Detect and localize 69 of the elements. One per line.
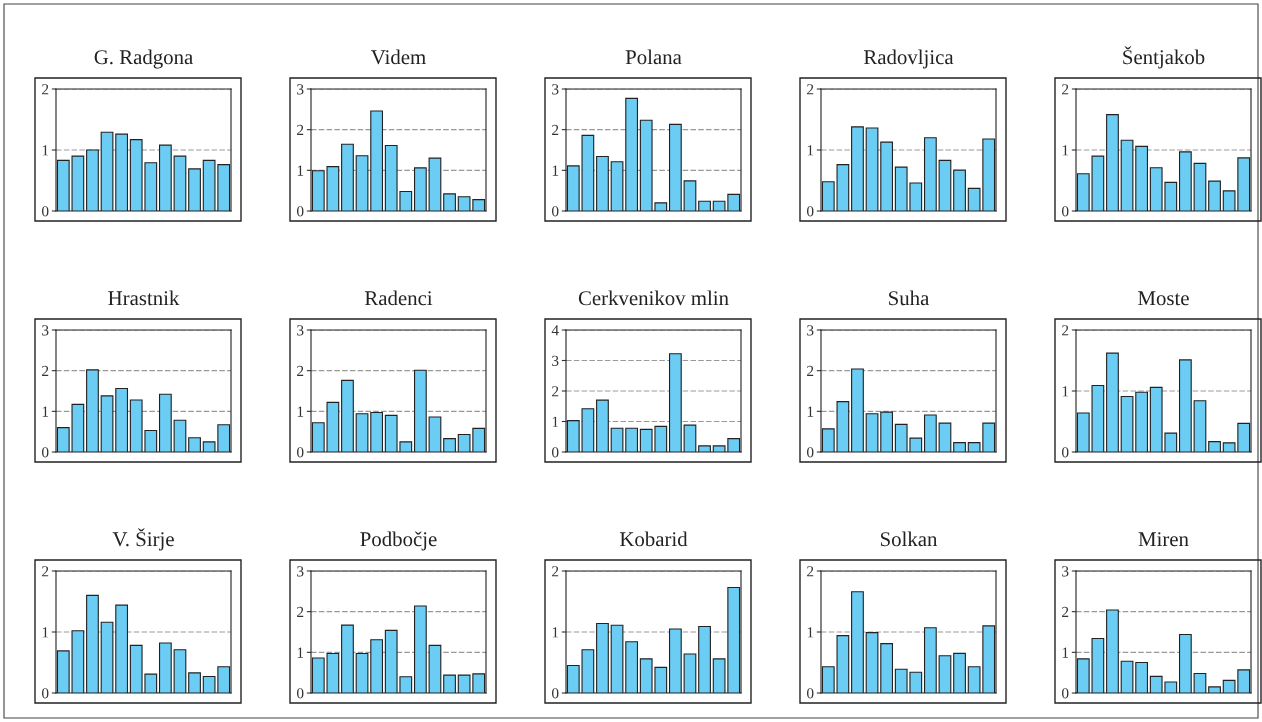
y-tick-label: 1 (552, 627, 559, 638)
y-tick-label: 2 (1062, 606, 1069, 617)
y-tick-label: 1 (1062, 145, 1069, 156)
y-tick-label: 0 (297, 206, 304, 217)
y-tick-label: 0 (552, 206, 559, 217)
chart-title: Solkan (880, 531, 938, 547)
chart-title: Radenci (364, 290, 433, 306)
y-tick-label: 1 (42, 145, 49, 156)
y-tick-label: 2 (552, 386, 559, 397)
y-tick-label: 3 (42, 325, 49, 336)
y-tick-label: 0 (42, 206, 49, 217)
y-tick-label: 1 (807, 145, 814, 156)
chart-title: Podbočje (360, 531, 437, 551)
chart-title: Moste (1138, 291, 1189, 306)
y-tick-label: 4 (551, 325, 559, 336)
y-tick-label: 0 (42, 688, 49, 699)
y-tick-label: 2 (42, 365, 49, 376)
y-tick-label: 2 (807, 365, 814, 376)
y-tick-label: 1 (1062, 386, 1069, 397)
chart-title: Radovljica (863, 49, 954, 69)
y-tick-label: 2 (807, 566, 814, 577)
y-tick-label: 1 (297, 406, 304, 417)
y-tick-label: 1 (297, 647, 304, 658)
y-tick-label: 3 (297, 566, 304, 577)
y-tick-label: 0 (42, 447, 49, 458)
y-tick-label: 1 (1062, 647, 1069, 658)
y-tick-label: 0 (807, 688, 814, 699)
y-tick-label: 2 (297, 124, 304, 135)
y-tick-label: 2 (297, 365, 304, 376)
y-tick-label: 2 (42, 566, 49, 577)
chart-title: Kobarid (619, 531, 688, 547)
y-tick-label: 1 (42, 627, 49, 638)
y-tick-label: 0 (297, 688, 304, 699)
y-tick-label: 1 (807, 406, 814, 417)
y-tick-label: 1 (552, 416, 559, 427)
y-tick-label: 3 (552, 355, 559, 366)
y-tick-label: 3 (552, 84, 559, 95)
y-tick-label: 1 (807, 627, 814, 638)
y-tick-label: 0 (1062, 206, 1069, 217)
chart-title: V. Širje (112, 528, 174, 551)
y-tick-label: 0 (1062, 688, 1069, 699)
y-tick-label: 2 (552, 566, 559, 577)
y-tick-label: 3 (1062, 566, 1069, 577)
y-tick-label: 2 (42, 84, 49, 95)
chart-title: Suha (889, 290, 930, 306)
y-tick-label: 0 (807, 206, 814, 217)
y-tick-label: 0 (807, 447, 814, 458)
y-tick-label: 2 (1062, 84, 1069, 95)
y-tick-label: 2 (1062, 325, 1069, 336)
chart-title: Cerkvenikov mlin (578, 290, 729, 306)
y-tick-label: 0 (297, 447, 304, 458)
y-tick-label: 3 (807, 325, 814, 336)
y-tick-label: 2 (297, 606, 304, 617)
y-tick-label: 1 (552, 165, 559, 176)
y-tick-label: 3 (297, 84, 304, 95)
y-tick-label: 0 (552, 688, 559, 699)
chart-title: Videm (371, 49, 426, 65)
y-tick-label: 0 (552, 447, 559, 458)
chart-title: Polana (625, 49, 682, 65)
y-tick-label: 0 (1062, 447, 1069, 458)
y-tick-label: 1 (297, 165, 304, 176)
chart-title: Hrastnik (108, 290, 180, 306)
chart-title: G. Radgona (94, 49, 193, 69)
chart-title: Šentjakob (1123, 46, 1205, 69)
y-tick-label: 2 (552, 124, 559, 135)
y-tick-label: 3 (297, 325, 304, 336)
y-tick-label: 1 (42, 406, 49, 417)
y-tick-label: 2 (807, 84, 814, 95)
chart-title: Miren (1138, 532, 1189, 547)
